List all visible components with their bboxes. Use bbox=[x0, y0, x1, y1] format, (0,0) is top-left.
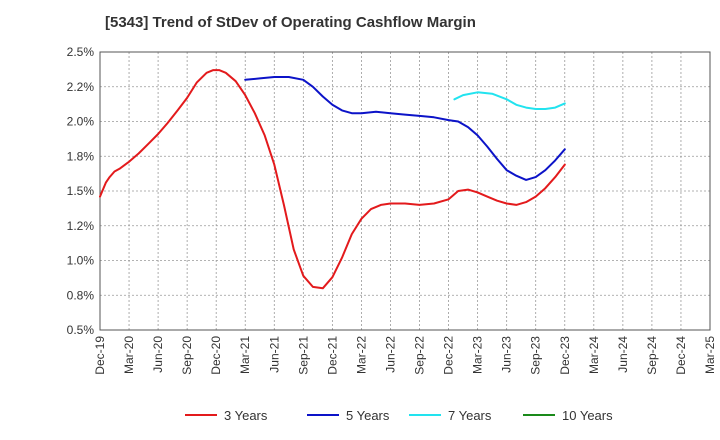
y-tick-label: 2.0% bbox=[67, 115, 95, 129]
y-tick-label: 2.5% bbox=[67, 45, 95, 59]
x-tick-label: Jun-21 bbox=[267, 336, 281, 373]
x-tick-label: Jun-20 bbox=[151, 336, 165, 373]
legend-label: 3 Years bbox=[224, 408, 268, 423]
y-tick-label: 1.0% bbox=[67, 254, 95, 268]
x-tick-label: Dec-23 bbox=[558, 336, 572, 375]
y-tick-label: 2.2% bbox=[67, 80, 95, 94]
chart-title: [5343] Trend of StDev of Operating Cashf… bbox=[105, 14, 476, 31]
x-tick-label: Jun-24 bbox=[616, 336, 630, 373]
x-tick-label: Mar-23 bbox=[471, 336, 485, 374]
x-tick-label: Dec-20 bbox=[209, 336, 223, 375]
legend-label: 7 Years bbox=[448, 408, 492, 423]
series-line-5-years bbox=[244, 76, 566, 181]
y-tick-label: 1.5% bbox=[67, 184, 95, 198]
legend-label: 5 Years bbox=[346, 408, 390, 423]
axes: 0.5% 0.8% 1.0% 1.2% 1.5% 1.8% 2.0% 2.2% 2.5% Dec-… bbox=[67, 45, 717, 375]
x-tick-label: Sep-23 bbox=[529, 336, 543, 375]
x-tick-label: Dec-22 bbox=[442, 336, 456, 375]
legend: 3 Years 5 Years 7 Years 10 Years bbox=[185, 408, 613, 423]
x-tick-label: Mar-21 bbox=[238, 336, 252, 374]
x-tick-label: Sep-21 bbox=[296, 336, 310, 375]
x-tick-label: Mar-20 bbox=[122, 336, 136, 374]
grid bbox=[100, 52, 710, 330]
y-tick-label: 0.8% bbox=[67, 288, 95, 302]
x-tick-label: Mar-24 bbox=[587, 336, 601, 374]
x-tick-label: Mar-25 bbox=[703, 336, 717, 374]
x-tick-label: Dec-24 bbox=[674, 336, 688, 375]
x-tick-label: Jun-23 bbox=[500, 336, 514, 373]
x-tick-label: Jun-22 bbox=[383, 336, 397, 373]
y-tick-label: 1.8% bbox=[67, 149, 95, 163]
plot-frame bbox=[99, 51, 711, 331]
y-tick-label: 1.2% bbox=[67, 219, 95, 233]
legend-label: 10 Years bbox=[562, 408, 613, 423]
y-tick-label: 0.5% bbox=[67, 323, 95, 337]
series-line-3-years bbox=[99, 69, 566, 290]
x-tick-label: Dec-19 bbox=[93, 336, 107, 375]
x-tick-label: Sep-24 bbox=[645, 336, 659, 375]
x-tick-label: Mar-22 bbox=[354, 336, 368, 374]
series-line-7-years bbox=[453, 91, 566, 110]
x-tick-label: Sep-20 bbox=[180, 336, 194, 375]
x-tick-label: Dec-21 bbox=[325, 336, 339, 375]
x-tick-label: Sep-22 bbox=[413, 336, 427, 375]
series-layer bbox=[99, 69, 566, 290]
